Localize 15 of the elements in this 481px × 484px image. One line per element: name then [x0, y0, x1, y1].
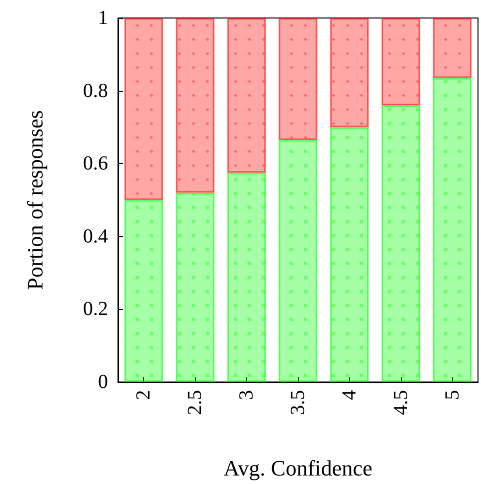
y-tick-label: 0.2	[83, 298, 108, 320]
y-tick-label: 0.8	[83, 80, 108, 102]
y-axis-title: Portion of responses	[22, 110, 48, 290]
x-tick-label: 3	[236, 390, 258, 400]
y-tick-label: 0.6	[83, 152, 108, 175]
y-tick-label: 1	[98, 7, 108, 29]
x-tick-label: 4	[338, 390, 360, 400]
x-tick-label: 4.5	[390, 390, 412, 415]
x-tick-label: 2	[132, 390, 155, 400]
x-axis-title: Avg. Confidence	[224, 456, 372, 480]
x-tick-label: 5	[441, 390, 464, 400]
x-tick-label: 2.5	[184, 390, 206, 415]
x-tick-label: 3.5	[287, 390, 309, 415]
y-tick-label: 0.4	[83, 225, 108, 248]
y-tick-label: 0	[98, 371, 108, 393]
